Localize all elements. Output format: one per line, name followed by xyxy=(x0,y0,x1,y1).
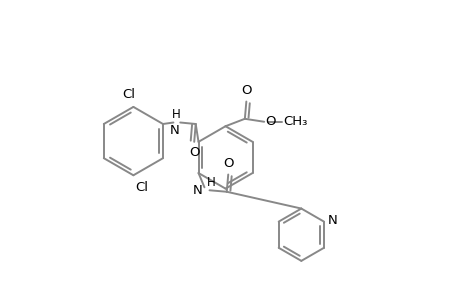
Text: N: N xyxy=(327,214,336,226)
Text: CH₃: CH₃ xyxy=(282,115,307,128)
Text: N: N xyxy=(193,184,202,197)
Text: O: O xyxy=(265,115,275,128)
Text: O: O xyxy=(241,84,251,97)
Text: Cl: Cl xyxy=(122,88,135,101)
Text: N: N xyxy=(170,124,179,137)
Text: O: O xyxy=(223,157,233,170)
Text: Cl: Cl xyxy=(134,181,147,194)
Text: O: O xyxy=(189,146,199,159)
Text: H: H xyxy=(172,108,180,121)
Text: H: H xyxy=(207,176,215,189)
